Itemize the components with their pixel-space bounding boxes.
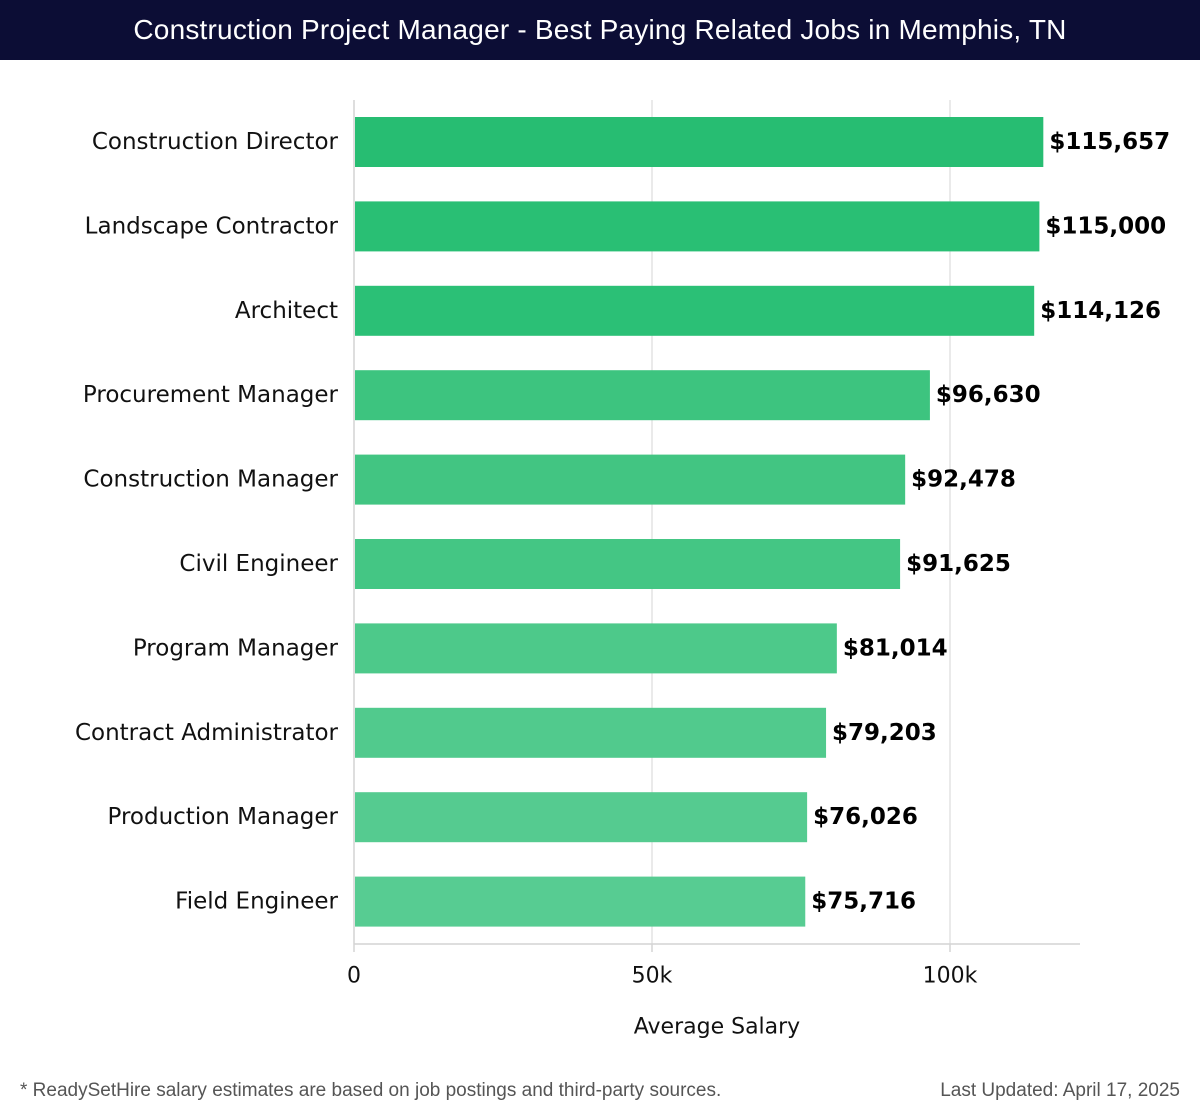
bar bbox=[355, 539, 901, 589]
x-axis-title: Average Salary bbox=[634, 1015, 800, 1040]
value-label: $81,014 bbox=[843, 635, 948, 661]
category-label: Field Engineer bbox=[175, 889, 338, 915]
footer-note: * ReadySetHire salary estimates are base… bbox=[20, 1080, 722, 1101]
bar bbox=[355, 792, 808, 843]
x-tick-label: 100k bbox=[923, 964, 978, 989]
label-layer: Construction Director $115,657 Landscape C… bbox=[75, 129, 1170, 915]
category-label: Production Manager bbox=[108, 804, 339, 830]
category-label: Civil Engineer bbox=[179, 551, 338, 577]
value-label: $91,625 bbox=[906, 551, 1011, 577]
bar bbox=[355, 707, 827, 758]
category-label: Contract Administrator bbox=[75, 720, 339, 746]
bar bbox=[355, 285, 1035, 336]
value-label: $114,126 bbox=[1040, 298, 1161, 324]
value-label: $115,657 bbox=[1049, 129, 1170, 155]
bar bbox=[355, 623, 837, 674]
bar-chart: Construction Director $115,657 Landscape C… bbox=[75, 100, 1170, 1040]
value-label: $92,478 bbox=[911, 467, 1016, 493]
category-label: Architect bbox=[235, 298, 338, 324]
bar-layer bbox=[355, 117, 1044, 927]
category-label: Program Manager bbox=[133, 635, 339, 661]
last-updated: Last Updated: April 17, 2025 bbox=[940, 1080, 1180, 1101]
bar bbox=[355, 454, 906, 505]
bar bbox=[355, 117, 1044, 167]
value-label: $115,000 bbox=[1045, 213, 1166, 239]
category-label: Landscape Contractor bbox=[85, 213, 339, 239]
bar bbox=[355, 370, 930, 421]
bar bbox=[355, 876, 806, 927]
bar bbox=[355, 201, 1040, 252]
category-label: Construction Director bbox=[92, 129, 339, 155]
category-label: Procurement Manager bbox=[83, 382, 339, 408]
value-label: $96,630 bbox=[936, 382, 1041, 408]
value-label: $79,203 bbox=[832, 720, 937, 746]
chart-title: Construction Project Manager - Best Payi… bbox=[0, 0, 1200, 60]
value-label: $76,026 bbox=[813, 804, 918, 830]
x-tick-label: 50k bbox=[632, 964, 673, 989]
category-label: Construction Manager bbox=[83, 467, 338, 493]
axis-layer: 0 50k 100k Average Salary bbox=[347, 100, 1080, 1040]
x-tick-label: 0 bbox=[347, 964, 361, 989]
value-label: $75,716 bbox=[811, 889, 916, 915]
